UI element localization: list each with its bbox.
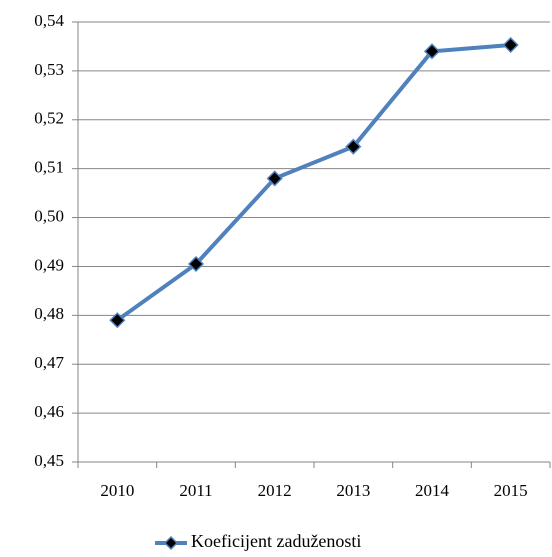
y-tick-label: 0,50 [34,206,64,225]
x-tick-label: 2014 [415,481,450,500]
point [109,312,126,329]
point [502,36,519,54]
y-tick-label: 0,49 [34,255,64,274]
y-tick-label: 0,47 [34,353,64,372]
y-tick-label: 0,54 [34,11,64,30]
y-tick-label: 0,48 [34,304,64,323]
y-tick-label: 0,53 [34,60,64,79]
x-tick-label: 2010 [100,481,134,500]
legend-label: Koeficijent zaduženosti [191,531,361,551]
x-tick-label: 2013 [336,481,370,500]
point [266,170,283,187]
x-tick-label: 2015 [494,481,528,500]
point [345,138,362,155]
legend-marker [163,535,179,551]
point [187,255,205,273]
y-tick-label: 0,51 [34,158,64,177]
y-tick-label: 0,46 [34,402,64,421]
series-line [116,42,511,322]
y-tick-label: 0,52 [34,109,64,128]
point [423,43,441,60]
x-tick-label: 2012 [258,481,292,500]
y-tick-label: 0,45 [34,451,64,470]
x-tick-label: 2011 [179,481,212,500]
